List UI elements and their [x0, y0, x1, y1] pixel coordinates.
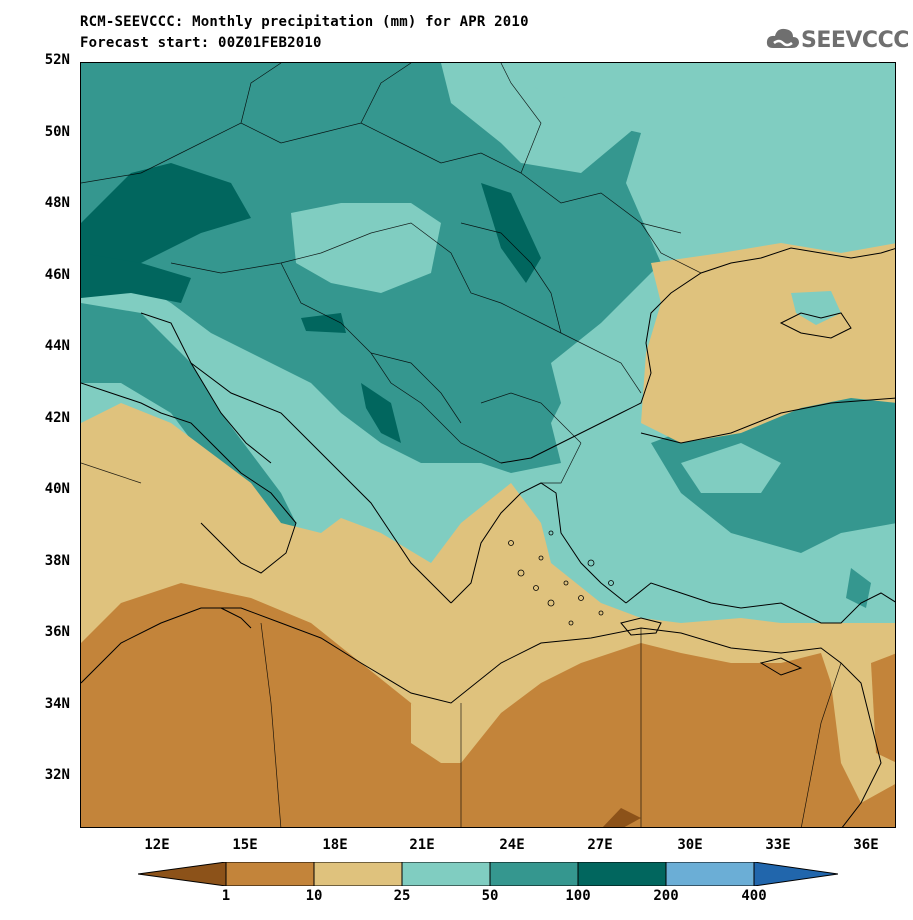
lat-label: 52N	[44, 52, 70, 68]
legend-swatch-25-50	[401, 862, 491, 886]
lon-label: 18E	[322, 837, 348, 853]
legend-label: 200	[653, 888, 679, 904]
legend-swatch-50-100	[489, 862, 579, 886]
high-precip-bosnia	[301, 313, 346, 333]
forecast-start-label: Forecast start: 00Z01FEB2010	[80, 35, 322, 51]
logo-text: SEEVCCC	[801, 28, 909, 53]
legend-label: 1	[221, 888, 231, 904]
lon-label: 21E	[409, 837, 435, 853]
lat-label: 46N	[44, 267, 70, 283]
lon-label: 36E	[853, 837, 879, 853]
legend-swatch-100-200	[577, 862, 667, 886]
very-dry-patch	[602, 808, 641, 827]
lat-label: 34N	[44, 696, 70, 712]
legend-label: 10	[305, 888, 323, 904]
legend-label: 25	[393, 888, 411, 904]
high-precip-montenegro	[361, 383, 401, 443]
lat-label: 32N	[44, 767, 70, 783]
lat-label: 48N	[44, 195, 70, 211]
lon-label: 33E	[765, 837, 791, 853]
legend-swatch-10-25	[313, 862, 403, 886]
high-precip-alps-south	[81, 253, 191, 303]
legend-colorbar	[138, 862, 838, 886]
lon-label: 12E	[144, 837, 170, 853]
map-title: RCM-SEEVCCC: Monthly precipitation (mm) …	[80, 14, 529, 30]
lon-label: 24E	[499, 837, 525, 853]
legend-label: 400	[741, 888, 767, 904]
light-precip-pannonia	[291, 203, 441, 293]
map-canvas	[81, 63, 895, 827]
borders	[81, 63, 842, 827]
dry-tongue	[411, 703, 461, 763]
lon-label: 15E	[232, 837, 258, 853]
legend-swatch-200-400	[665, 862, 755, 886]
seevccc-logo: SEEVCCC	[765, 24, 909, 58]
lat-label: 44N	[44, 338, 70, 354]
lon-label: 30E	[677, 837, 703, 853]
high-precip-alps	[81, 163, 251, 263]
legend-label: 100	[565, 888, 591, 904]
lon-label: 27E	[587, 837, 613, 853]
desert-north-africa	[81, 583, 895, 827]
lat-label: 36N	[44, 624, 70, 640]
lat-label: 40N	[44, 481, 70, 497]
desert-levant	[871, 653, 895, 763]
aegean-islands	[508, 530, 614, 626]
light-precip-anatolia	[681, 443, 781, 493]
cloud-icon	[766, 28, 799, 48]
lat-label: 50N	[44, 124, 70, 140]
mid-precip-levant	[846, 568, 871, 608]
precipitation-map	[80, 62, 896, 828]
light-precip-north	[441, 63, 641, 173]
legend-swatch-gt400	[753, 862, 838, 886]
lat-label: 38N	[44, 553, 70, 569]
lat-label: 42N	[44, 410, 70, 426]
legend-label: 50	[481, 888, 499, 904]
legend-swatch-1-10	[225, 862, 315, 886]
legend-swatch-lt1	[138, 862, 227, 886]
